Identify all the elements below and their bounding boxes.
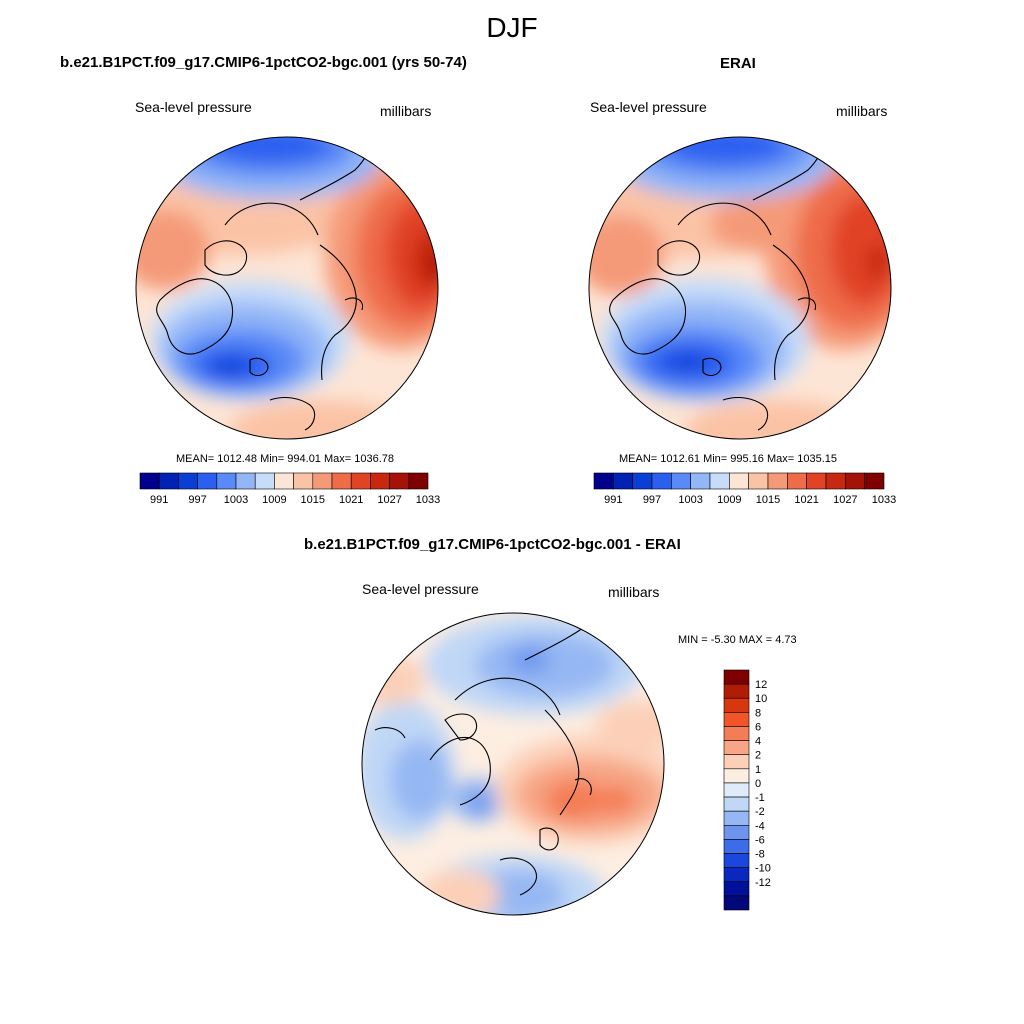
colorbar-swatch — [139, 472, 160, 490]
colorbar-tick-label: 1021 — [339, 494, 363, 506]
colorbar-tick-label: 12 — [755, 679, 767, 691]
colorbar-swatch — [690, 472, 711, 490]
colorbar-swatch — [723, 683, 750, 699]
figure-title: DJF — [486, 12, 538, 43]
panel-title-obs: ERAI — [720, 55, 756, 72]
colorbar-swatch — [593, 472, 614, 490]
colorbar-tick-label: 8 — [755, 707, 761, 719]
colorbar-swatch — [408, 472, 429, 490]
slp-map-model — [135, 136, 439, 440]
colorbar-swatch — [729, 472, 749, 490]
units-label-model: millibars — [380, 103, 432, 119]
colorbar-tick-label: 1003 — [678, 494, 702, 506]
colorbar-tick-label: 997 — [643, 494, 661, 506]
colorbar-swatch — [723, 810, 750, 826]
units-label-diff: millibars — [608, 584, 660, 600]
colorbar-tick-label: 1009 — [262, 494, 286, 506]
colorbar-tick-label: 2 — [755, 750, 761, 762]
colorbar-tick-label: -12 — [755, 877, 771, 889]
colorbar-swatch — [723, 839, 750, 854]
stats-diff: MIN = -5.30 MAX = 4.73 — [678, 634, 797, 646]
colorbar-swatch — [254, 472, 275, 490]
colorbar-tick-label: 1021 — [794, 494, 818, 506]
colorbar-tick-label: 991 — [150, 494, 168, 506]
variable-label-diff: Sea-level pressure — [362, 581, 479, 597]
colorbar-swatch — [723, 881, 750, 897]
colorbar-swatch — [723, 853, 750, 868]
colorbar-swatch — [158, 472, 179, 490]
colorbar-tick-label: -1 — [755, 792, 765, 804]
colorbar-swatch — [709, 472, 730, 490]
colorbar-tick-label: 6 — [755, 721, 761, 733]
colorbar-swatch — [671, 472, 691, 490]
colorbar-model: 991 997 1003 1009 1015 1021 1027 1033 — [139, 472, 440, 506]
colorbar-tick-label: 1015 — [756, 494, 780, 506]
colorbar-swatch — [723, 768, 750, 784]
colorbar-swatch — [389, 472, 410, 490]
units-label-obs: millibars — [836, 103, 888, 119]
colorbar-swatch — [197, 472, 218, 490]
colorbar-swatch — [274, 472, 294, 490]
colorbar-tick-label: 1 — [755, 764, 761, 776]
colorbar-swatch — [370, 472, 390, 490]
slp-map-erai — [588, 136, 892, 440]
colorbar-swatch — [864, 472, 885, 490]
colorbar-swatch — [651, 472, 672, 490]
colorbar-swatch — [767, 472, 788, 490]
colorbar-tick-label: -2 — [755, 806, 765, 818]
colorbar-tick-label: -4 — [755, 820, 765, 832]
variable-label-obs: Sea-level pressure — [590, 99, 707, 115]
variable-label-model: Sea-level pressure — [135, 99, 252, 115]
colorbar-tick-label: 1015 — [301, 494, 325, 506]
colorbar-obs: 991 997 1003 1009 1015 1021 1027 1033 — [593, 472, 896, 506]
colorbar-swatch — [723, 782, 750, 798]
stats-model: MEAN= 1012.48 Min= 994.01 Max= 1036.78 — [176, 453, 395, 465]
colorbar-swatch — [723, 754, 750, 770]
colorbar-swatch — [723, 867, 750, 883]
colorbar-swatch — [613, 472, 633, 490]
colorbar-swatch — [723, 796, 750, 812]
colorbar-swatch — [723, 697, 750, 713]
colorbar-tick-label: -10 — [755, 863, 771, 875]
colorbar-swatch — [293, 472, 314, 490]
colorbar-swatch — [845, 472, 865, 490]
colorbar-swatch — [350, 472, 371, 490]
colorbar-swatch — [787, 472, 807, 490]
colorbar-tick-label: 10 — [755, 693, 767, 705]
colorbar-swatch — [723, 740, 750, 756]
colorbar-swatch — [632, 472, 653, 490]
colorbar-tick-label: 4 — [755, 736, 761, 748]
colorbar-tick-label: 1033 — [416, 494, 440, 506]
colorbar-tick-label: 1009 — [717, 494, 741, 506]
colorbar-swatch — [723, 895, 750, 911]
panel-title-diff: b.e21.B1PCT.f09_g17.CMIP6-1pctCO2-bgc.00… — [304, 536, 681, 553]
colorbar-swatch — [312, 472, 333, 490]
colorbar-tick-label: 991 — [604, 494, 622, 506]
colorbar-swatch — [723, 726, 750, 741]
colorbar-tick-label: -8 — [755, 849, 765, 861]
colorbar-swatch — [723, 669, 750, 685]
colorbar-swatch — [235, 472, 256, 490]
colorbar-tick-label: 0 — [755, 778, 761, 790]
colorbar-tick-label: 997 — [188, 494, 206, 506]
colorbar-swatch — [806, 472, 827, 490]
colorbar-swatch — [331, 472, 352, 490]
colorbar-tick-label: 1003 — [224, 494, 248, 506]
colorbar-tick-label: 1027 — [833, 494, 857, 506]
colorbar-tick-label: 1027 — [377, 494, 401, 506]
colorbar-tick-label: -6 — [755, 834, 765, 846]
colorbar-tick-label: 1033 — [872, 494, 896, 506]
slp-map-difference — [361, 612, 665, 916]
stats-obs: MEAN= 1012.61 Min= 995.16 Max= 1035.15 — [619, 453, 838, 465]
colorbar-swatch — [178, 472, 198, 490]
colorbar-swatch — [723, 712, 750, 727]
panel-title-model: b.e21.B1PCT.f09_g17.CMIP6-1pctCO2-bgc.00… — [60, 54, 467, 71]
colorbar-swatch — [825, 472, 846, 490]
colorbar-swatch — [723, 824, 750, 840]
colorbar-swatch — [216, 472, 237, 490]
colorbar-swatch — [748, 472, 769, 490]
